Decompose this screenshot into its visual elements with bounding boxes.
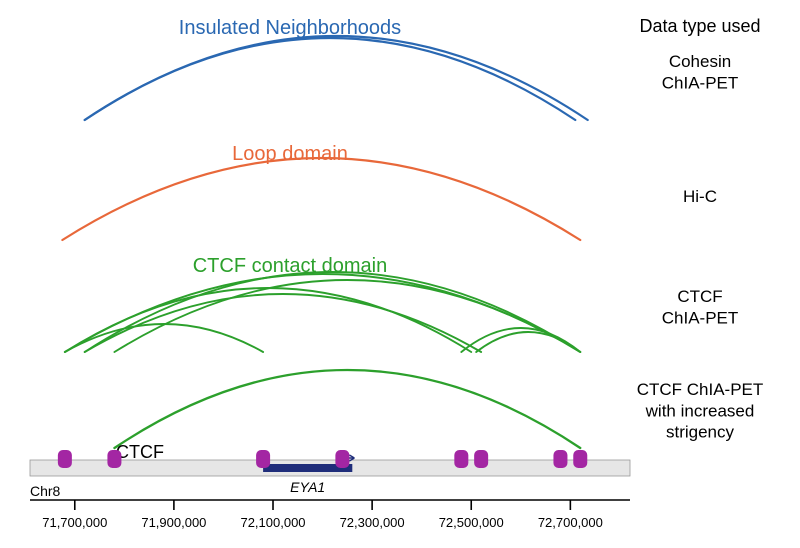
gene-name: EYA1 (290, 479, 325, 495)
axis-tick-label-1: 71,900,000 (141, 515, 206, 530)
arc-2-7 (476, 332, 580, 352)
data-type-header: Data type used (639, 16, 760, 36)
axis-tick-label-2: 72,100,000 (240, 515, 305, 530)
axis-tick-label-4: 72,500,000 (439, 515, 504, 530)
ctcf-peak-2 (256, 450, 270, 468)
ctcf-peak-4 (454, 450, 468, 468)
data-type-label-1: Hi-C (683, 187, 717, 206)
svg-text:with increased: with increased (645, 401, 755, 420)
arc-0-1 (85, 36, 588, 120)
arc-1-0 (62, 158, 580, 240)
arc-2-2 (85, 294, 481, 352)
row-title-1: Loop domain (232, 143, 348, 165)
data-type-label-0: ChIA-PET (662, 73, 739, 92)
axis-tick-label-3: 72,300,000 (340, 515, 405, 530)
arc-2-5 (65, 274, 580, 352)
svg-text:CTCF ChIA-PET: CTCF ChIA-PET (637, 380, 764, 399)
ctcf-peak-1 (107, 450, 121, 468)
axis-tick-label-5: 72,700,000 (538, 515, 603, 530)
ctcf-peak-7 (573, 450, 587, 468)
data-type-label-2: ChIA-PET (662, 308, 739, 327)
ctcf-peak-6 (553, 450, 567, 468)
ctcf-peak-5 (474, 450, 488, 468)
ctcf-track-label: CTCF (116, 442, 164, 462)
arc-2-3 (85, 272, 581, 352)
row-title-0: Insulated Neighborhoods (179, 17, 401, 39)
svg-text:Cohesin: Cohesin (669, 52, 731, 71)
arc-2-0 (65, 324, 263, 352)
arc-3-0 (114, 370, 580, 448)
axis-tick-label-0: 71,700,000 (42, 515, 107, 530)
svg-text:CTCF: CTCF (677, 287, 722, 306)
ctcf-peak-3 (335, 450, 349, 468)
chr-label: Chr8 (30, 483, 61, 499)
data-type-label-3: strigency (666, 423, 735, 442)
ctcf-peak-0 (58, 450, 72, 468)
